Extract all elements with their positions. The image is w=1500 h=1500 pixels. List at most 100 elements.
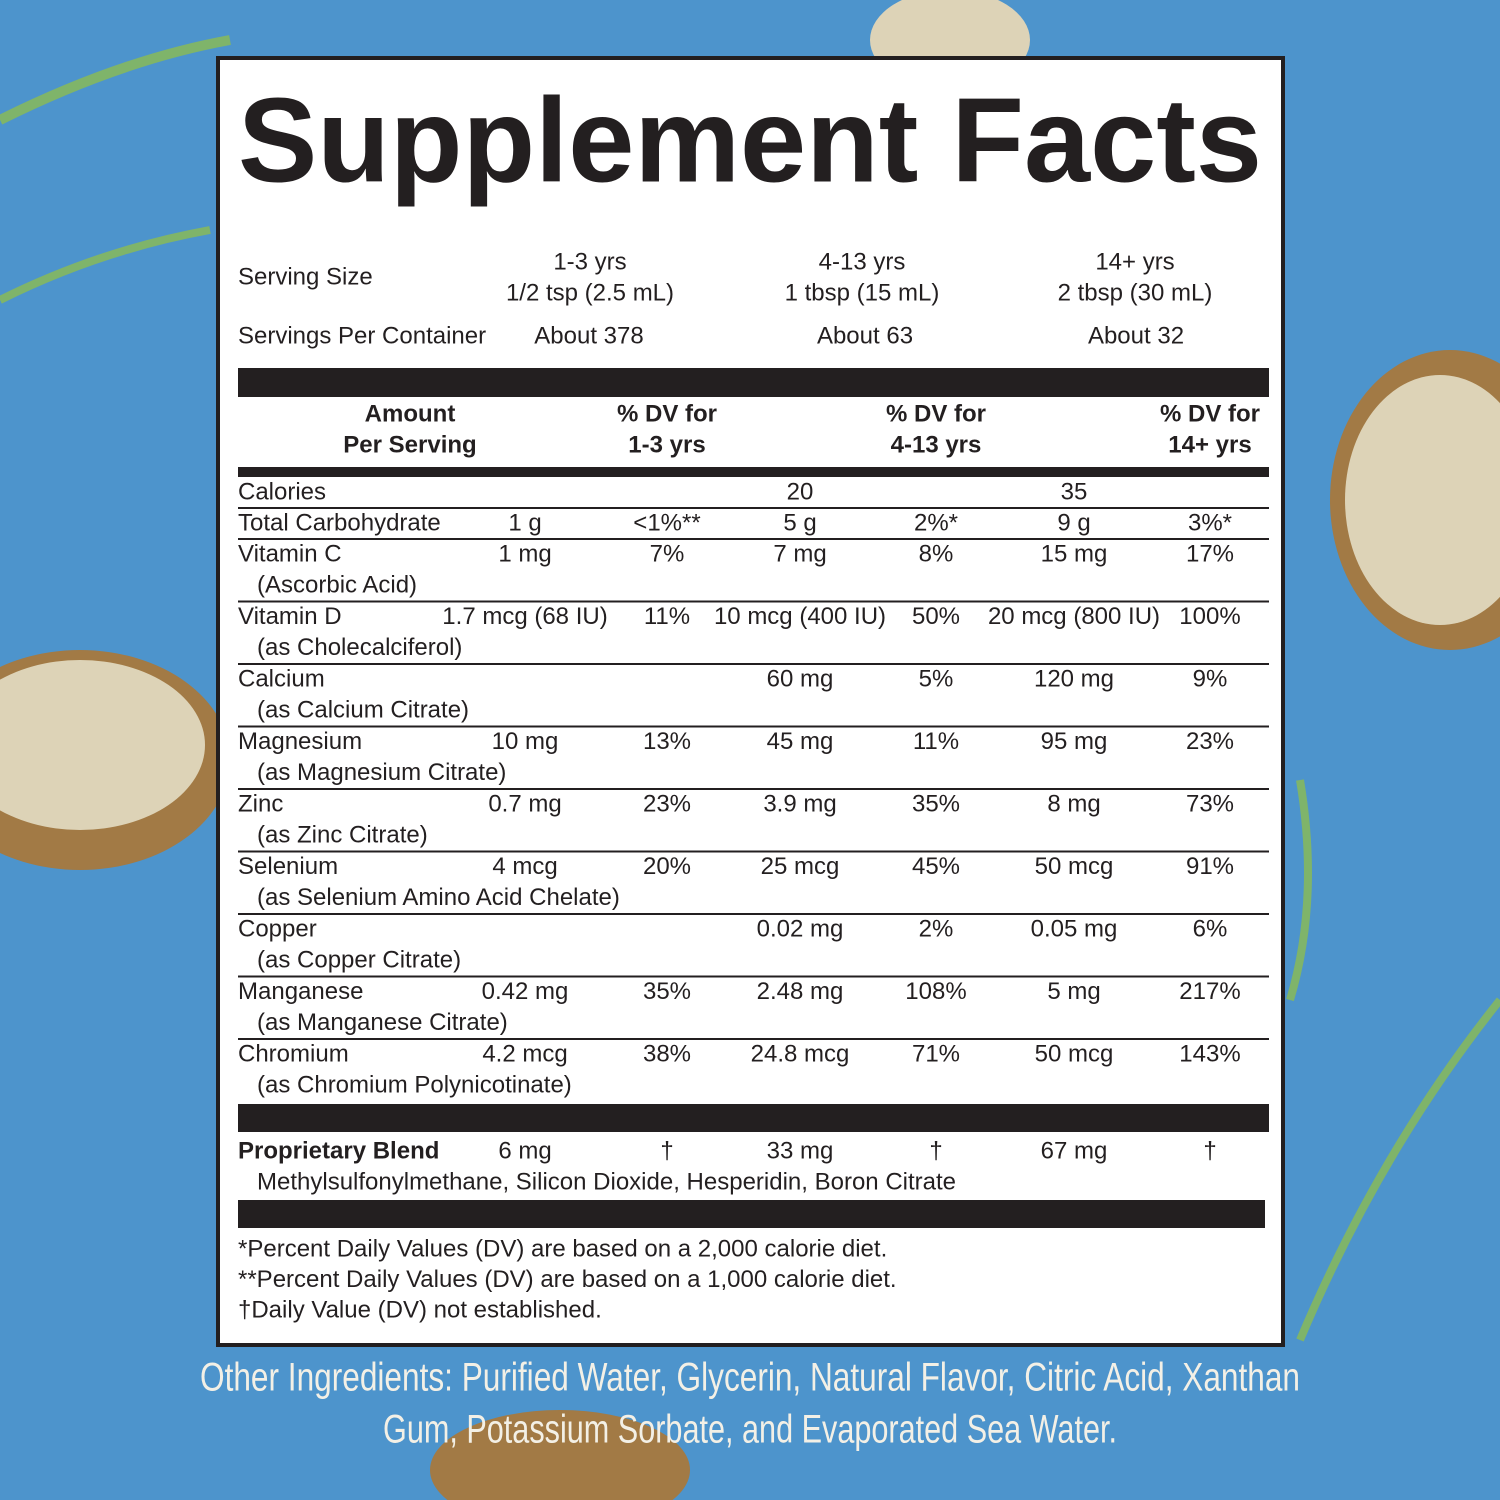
nutrient-value: 7% — [650, 540, 685, 567]
nutrient-value: 100% — [1179, 603, 1240, 630]
serving-size-label: Serving Size — [238, 263, 373, 290]
nutrient-name: Selenium — [238, 853, 338, 880]
nutrient-value: 35% — [643, 978, 691, 1005]
nutrient-value: 15 mg — [1041, 540, 1108, 567]
nutrient-value: 0.05 mg — [1031, 915, 1118, 942]
rule — [238, 1200, 1265, 1228]
footnote: **Percent Daily Values (DV) are based on… — [238, 1266, 897, 1293]
nutrient-value: 35 — [1061, 478, 1088, 505]
nutrient-value: 11% — [913, 728, 959, 755]
header: % DV for — [617, 400, 717, 427]
nutrient-value: 5 mg — [1047, 978, 1100, 1005]
nutrient-source: (as Calcium Citrate) — [257, 696, 469, 723]
nutrient-value: 4 mcg — [492, 853, 557, 880]
other-ingredients: Gum, Potassium Sorbate, and Evaporated S… — [383, 1408, 1117, 1452]
blend-value: 33 mg — [767, 1137, 834, 1164]
blend-value: 6 mg — [498, 1137, 551, 1164]
nutrient-value: 3%* — [1188, 509, 1232, 536]
nutrient-value: 24.8 mcg — [751, 1040, 850, 1067]
nutrient-value: 13% — [643, 728, 691, 755]
blend-value: † — [929, 1137, 942, 1164]
nutrient-value: 0.02 mg — [757, 915, 844, 942]
nutrient-source: (as Zinc Citrate) — [257, 821, 428, 848]
serving-size: 1-3 yrs — [553, 248, 626, 275]
nutrient-name: Calcium — [238, 665, 325, 692]
nutrient-value: 20 mcg (800 IU) — [988, 603, 1160, 630]
nutrient-value: 10 mcg (400 IU) — [714, 603, 886, 630]
nutrient-value: 2% — [919, 915, 954, 942]
other-ingredients: Other Ingredients: Purified Water, Glyce… — [200, 1356, 1300, 1400]
nutrient-source: (as Chromium Polynicotinate) — [257, 1071, 572, 1098]
nutrient-value: 6% — [1193, 915, 1228, 942]
rule — [238, 467, 1269, 477]
nutrient-value: 45 mg — [767, 728, 834, 755]
serving-size: 1/2 tsp (2.5 mL) — [506, 279, 674, 306]
nutrient-name: Manganese — [238, 978, 363, 1005]
blend-ingredients: Methylsulfonylmethane, Silicon Dioxide, … — [257, 1168, 956, 1195]
header: Per Serving — [343, 431, 476, 458]
nutrient-value: 9 g — [1057, 509, 1090, 536]
blend-value: † — [660, 1137, 673, 1164]
serving-size: 14+ yrs — [1095, 248, 1174, 275]
nutrient-value: 11% — [644, 603, 690, 630]
nutrient-value: 8 mg — [1047, 790, 1100, 817]
nutrient-value: 10 mg — [492, 728, 559, 755]
nutrient-value: 23% — [1186, 728, 1234, 755]
title: Supplement Facts — [238, 74, 1262, 208]
nutrient-value: 108% — [905, 978, 966, 1005]
header: 1-3 yrs — [628, 431, 705, 458]
nutrient-value: 45% — [912, 853, 960, 880]
nutrient-source: (as Cholecalciferol) — [257, 634, 462, 661]
nutrient-value: 60 mg — [767, 665, 834, 692]
nutrient-name: Vitamin D — [238, 603, 342, 630]
footnote: †Daily Value (DV) not established. — [238, 1296, 602, 1323]
servings-value: About 32 — [1088, 322, 1184, 349]
nutrient-value: 120 mg — [1034, 665, 1114, 692]
header: % DV for — [886, 400, 986, 427]
nutrient-source: (as Manganese Citrate) — [257, 1009, 508, 1036]
nutrient-value: 23% — [643, 790, 691, 817]
blend-value: 67 mg — [1041, 1137, 1108, 1164]
nutrient-value: 50 mcg — [1035, 1040, 1114, 1067]
header: Amount — [365, 400, 456, 427]
nutrient-value: 73% — [1186, 790, 1234, 817]
rule — [238, 368, 1269, 397]
nutrient-value: 0.7 mg — [488, 790, 561, 817]
nutrient-value: 25 mcg — [761, 853, 840, 880]
serving-size: 2 tbsp (30 mL) — [1058, 279, 1213, 306]
nutrient-name: Magnesium — [238, 728, 362, 755]
nutrient-value: 9% — [1193, 665, 1228, 692]
blend-value: † — [1203, 1137, 1216, 1164]
nutrient-value: 4.2 mcg — [482, 1040, 567, 1067]
nutrient-source: (as Magnesium Citrate) — [257, 759, 506, 786]
nutrient-value: 1.7 mcg (68 IU) — [442, 603, 607, 630]
nutrient-value: 5% — [919, 665, 954, 692]
nutrient-value: 1 mg — [498, 540, 551, 567]
nutrient-value: 5 g — [783, 509, 816, 536]
nutrient-value: 91% — [1186, 853, 1234, 880]
nutrient-value: 1 g — [508, 509, 541, 536]
header: 14+ yrs — [1168, 431, 1251, 458]
serving-size: 1 tbsp (15 mL) — [785, 279, 940, 306]
nutrient-name: Chromium — [238, 1040, 349, 1067]
nutrient-value: 143% — [1179, 1040, 1240, 1067]
nutrient-value: 17% — [1186, 540, 1234, 567]
nutrient-value: 2%* — [914, 509, 958, 536]
servings-value: About 63 — [817, 322, 913, 349]
serving-size: 4-13 yrs — [819, 248, 906, 275]
nutrient-name: Copper — [238, 915, 317, 942]
nutrient-value: 95 mg — [1041, 728, 1108, 755]
header: 4-13 yrs — [891, 431, 982, 458]
nutrient-value: <1%** — [633, 509, 700, 536]
nutrient-value: 3.9 mg — [763, 790, 836, 817]
nutrient-source: (Ascorbic Acid) — [257, 571, 417, 598]
nutrient-source: (as Copper Citrate) — [257, 946, 461, 973]
rule — [238, 1104, 1269, 1132]
footnote: *Percent Daily Values (DV) are based on … — [238, 1235, 887, 1262]
nutrient-name: Vitamin C — [238, 540, 342, 567]
nutrient-value: 50% — [912, 603, 960, 630]
nutrient-name: Total Carbohydrate — [238, 509, 441, 536]
